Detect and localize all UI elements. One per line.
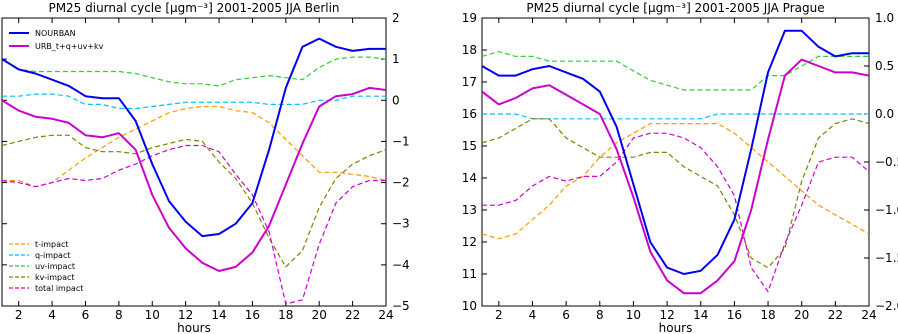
- series-line-q-impact: [2, 93, 386, 110]
- y2-tick-label: −3: [392, 217, 410, 231]
- series-line-urb-t-q-uv-kv: [2, 86, 386, 272]
- x-tick-label: 22: [345, 308, 360, 322]
- x-tick-label: 8: [115, 308, 123, 322]
- legend-label: NOURBAN: [35, 29, 76, 38]
- x-tick-label: 6: [562, 308, 570, 322]
- y-tick-label: 13: [462, 203, 477, 217]
- x-tick-label: 4: [48, 308, 56, 322]
- y2-tick-label: 2: [392, 11, 400, 25]
- chart-title: PM25 diurnal cycle [μgm⁻³] 2001-2005 JJA…: [526, 1, 824, 15]
- y-tick-label: 12: [462, 235, 477, 249]
- x-tick-label: 24: [861, 308, 876, 322]
- x-tick-label: 24: [378, 308, 393, 322]
- legend-label: q-impact: [35, 251, 71, 260]
- y2-tick-label: −1.0: [875, 203, 898, 217]
- legend-label: kv-impact: [35, 273, 75, 282]
- x-tick-label: 2: [15, 308, 23, 322]
- x-tick-label: 18: [278, 308, 293, 322]
- y2-tick-label: 0: [392, 93, 400, 107]
- x-tick-label: 6: [82, 308, 90, 322]
- y2-tick-label: −2.0: [875, 299, 898, 313]
- series-line-uv-impact: [2, 56, 386, 87]
- y-tick-label: 19: [462, 11, 477, 25]
- series-line-t-impact: [2, 105, 386, 188]
- y-tick-label: 16: [462, 107, 477, 121]
- y-tick-label: 11: [462, 267, 477, 281]
- x-tick-label: 20: [312, 308, 327, 322]
- legend-bottom: t-impact q-impact uv-impact kv-impact total …: [9, 240, 83, 293]
- x-tick-label: 16: [727, 308, 742, 322]
- series-line-kv-impact: [2, 134, 386, 268]
- x-tick-label: 22: [828, 308, 843, 322]
- plot-area: [482, 29, 869, 295]
- y2-tick-label: −4: [392, 258, 410, 272]
- y-tick-label: 10: [462, 299, 477, 313]
- x-tick-label: 10: [626, 308, 641, 322]
- x-tick-label: 12: [178, 308, 193, 322]
- y2-tick-label: −0.5: [875, 155, 898, 169]
- legend-label: total impact: [35, 284, 83, 293]
- series-line-total-impact: [2, 144, 386, 305]
- series-line-nourban: [2, 37, 386, 238]
- x-tick-label: 12: [659, 308, 674, 322]
- series-line-nourban: [482, 29, 869, 275]
- series-line-total-impact: [482, 132, 869, 293]
- y-tick-label: 17: [462, 75, 477, 89]
- x-axis-label: hours: [177, 321, 211, 334]
- series-line-urb-t-q-uv-kv: [482, 58, 869, 295]
- y2-tick-label: −2: [392, 176, 410, 190]
- series-line-t-impact: [482, 122, 869, 240]
- legend-top: NOURBAN URB_t+q+uv+kv: [9, 29, 104, 51]
- x-tick-label: 10: [145, 308, 160, 322]
- y2-tick-label: −5: [392, 299, 410, 313]
- x-tick-label: 16: [245, 308, 260, 322]
- y2-tick-label: 1.0: [875, 11, 894, 25]
- x-tick-label: 4: [529, 308, 537, 322]
- series-line-kv-impact: [482, 118, 869, 269]
- x-tick-label: 18: [760, 308, 775, 322]
- prague-chart: PM25 diurnal cycle [μgm⁻³] 2001-2005 JJA…: [462, 1, 898, 334]
- berlin-chart: PM25 diurnal cycle [μgm⁻³] 2001-2005 JJA…: [1, 1, 410, 334]
- chart-title: PM25 diurnal cycle [μgm⁻³] 2001-2005 JJA…: [48, 1, 339, 15]
- y2-tick-label: 1: [392, 52, 400, 66]
- y-tick-label: 14: [462, 171, 477, 185]
- y-tick-label: 15: [462, 139, 477, 153]
- x-tick-label: 8: [596, 308, 604, 322]
- legend-label: uv-impact: [35, 262, 75, 271]
- series-line-q-impact: [482, 113, 869, 120]
- y2-tick-label: −1.5: [875, 251, 898, 265]
- x-tick-label: 14: [211, 308, 226, 322]
- plot-area: [2, 37, 386, 305]
- series-line-uv-impact: [482, 50, 869, 91]
- plot-frame: [1, 17, 387, 307]
- x-axis-label: hours: [659, 321, 693, 334]
- legend-label: t-impact: [35, 240, 69, 249]
- y2-tick-label: 0.5: [875, 59, 894, 73]
- y-tick-label: 18: [462, 43, 477, 57]
- x-tick-label: 20: [794, 308, 809, 322]
- legend-label: URB_t+q+uv+kv: [35, 42, 104, 51]
- x-tick-label: 14: [693, 308, 708, 322]
- x-tick-label: 2: [495, 308, 503, 322]
- y2-tick-label: 0.0: [875, 107, 894, 121]
- y2-tick-label: −1: [392, 134, 410, 148]
